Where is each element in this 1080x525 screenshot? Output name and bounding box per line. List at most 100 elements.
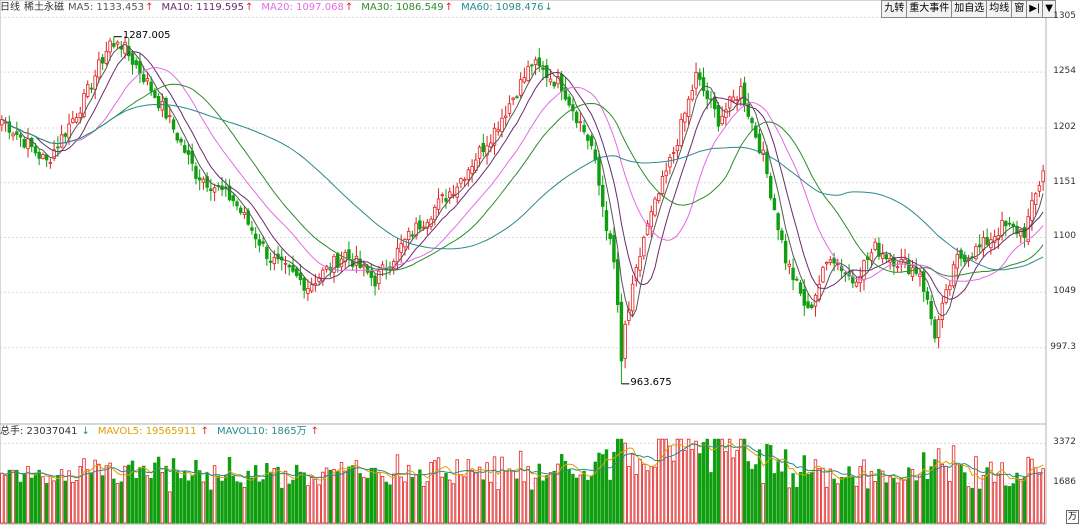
volume-bar — [429, 462, 433, 524]
volume-bar — [671, 460, 676, 524]
candle-body — [556, 76, 560, 85]
candle-body — [731, 96, 736, 102]
candle-body — [694, 72, 698, 89]
volume-bar — [82, 458, 86, 524]
candle-body — [242, 212, 247, 215]
ma20-line — [1, 66, 1044, 282]
candle-body — [892, 257, 896, 267]
volume-bar — [250, 477, 254, 524]
volume-bar — [545, 475, 549, 524]
candle-body — [1022, 227, 1027, 239]
candle-body — [877, 242, 881, 257]
candle-body — [470, 165, 474, 174]
volume-bar — [970, 487, 974, 524]
candle-body — [977, 244, 982, 248]
volume-bar — [925, 479, 930, 524]
candle-body — [518, 79, 523, 96]
volume-bar — [836, 483, 840, 524]
volume-bar — [384, 481, 388, 524]
volume-bar — [0, 472, 4, 524]
candle-body — [668, 156, 672, 168]
volume-bar — [955, 464, 960, 524]
candle-body — [810, 304, 814, 309]
volume-bar — [877, 468, 881, 524]
volume-bar — [907, 467, 911, 524]
candle-body — [750, 118, 754, 124]
major-events-button[interactable]: 重大事件 — [906, 0, 953, 18]
volume-bar — [7, 469, 12, 524]
candle-body — [795, 278, 799, 281]
volume-bar — [548, 472, 553, 524]
volume-bar — [780, 471, 784, 524]
volume-bar — [739, 438, 743, 524]
volume-bar — [552, 470, 556, 524]
volume-bar — [186, 480, 191, 524]
volume-bar — [754, 464, 758, 524]
volume-bar — [1000, 462, 1004, 524]
volume-bar — [466, 459, 471, 524]
candle-body — [791, 267, 795, 281]
dropdown-icon[interactable]: ▼ — [1042, 0, 1056, 18]
index-name: 稀土永磁 — [24, 2, 64, 13]
volume-bar — [347, 466, 351, 524]
volume-bar — [321, 471, 325, 524]
add-watchlist-button[interactable]: 加自选 — [951, 0, 988, 18]
window-button[interactable]: 窗 — [1011, 0, 1028, 18]
volume-bar — [657, 438, 661, 524]
candle-body — [253, 233, 258, 240]
volume-bar — [444, 473, 448, 524]
candle-body — [503, 115, 508, 119]
volume-bar — [302, 472, 306, 524]
candle-body — [67, 123, 71, 139]
candle-body — [567, 96, 571, 106]
candle-body — [156, 96, 161, 109]
volume-bar — [309, 477, 314, 524]
volume-bar — [156, 456, 161, 524]
volume-bar — [149, 477, 153, 524]
volume-bar — [727, 438, 732, 524]
volume-bar — [503, 470, 508, 524]
volume-bar — [15, 469, 19, 524]
candle-body — [41, 154, 45, 159]
volume-bar — [847, 466, 851, 524]
candle-body — [530, 64, 534, 67]
candle-body — [100, 57, 105, 64]
volume-bar — [93, 459, 97, 524]
volume-bar — [332, 469, 336, 524]
volume-bar — [272, 467, 277, 524]
volume-bar — [287, 483, 291, 524]
jiuzhuan-button[interactable]: 九转 — [881, 0, 908, 18]
candle-body — [89, 87, 94, 90]
volume-bar — [914, 480, 918, 524]
volume-bar — [71, 481, 75, 524]
volume-bar — [395, 454, 400, 524]
candle-body — [705, 90, 709, 100]
volume-bar — [194, 459, 198, 524]
volume-bar — [500, 456, 504, 524]
candle-body — [141, 74, 146, 83]
volume-bar — [653, 466, 657, 524]
volume-bar — [197, 470, 202, 524]
candle-body — [481, 142, 486, 153]
candle-body — [425, 221, 430, 229]
volume-bar — [220, 480, 224, 524]
moving-average-button[interactable]: 均线 — [986, 0, 1013, 18]
candle-body — [71, 118, 75, 123]
candle-body — [261, 241, 265, 244]
volume-bar — [153, 462, 157, 524]
candle-body — [824, 261, 829, 265]
volume-bar — [89, 473, 94, 524]
candle-body — [171, 119, 176, 130]
volume-bar — [608, 479, 612, 524]
volume-bar — [190, 475, 194, 524]
candle-body — [664, 170, 668, 177]
candle-body — [604, 210, 609, 232]
candle-body — [433, 206, 437, 221]
fullscreen-icon[interactable]: ▶| — [1026, 0, 1044, 18]
volume-bar — [806, 473, 810, 524]
volume-bar — [362, 476, 366, 524]
volume-bar — [474, 472, 478, 524]
volume-bar — [903, 479, 907, 524]
volume-bar — [436, 457, 441, 524]
